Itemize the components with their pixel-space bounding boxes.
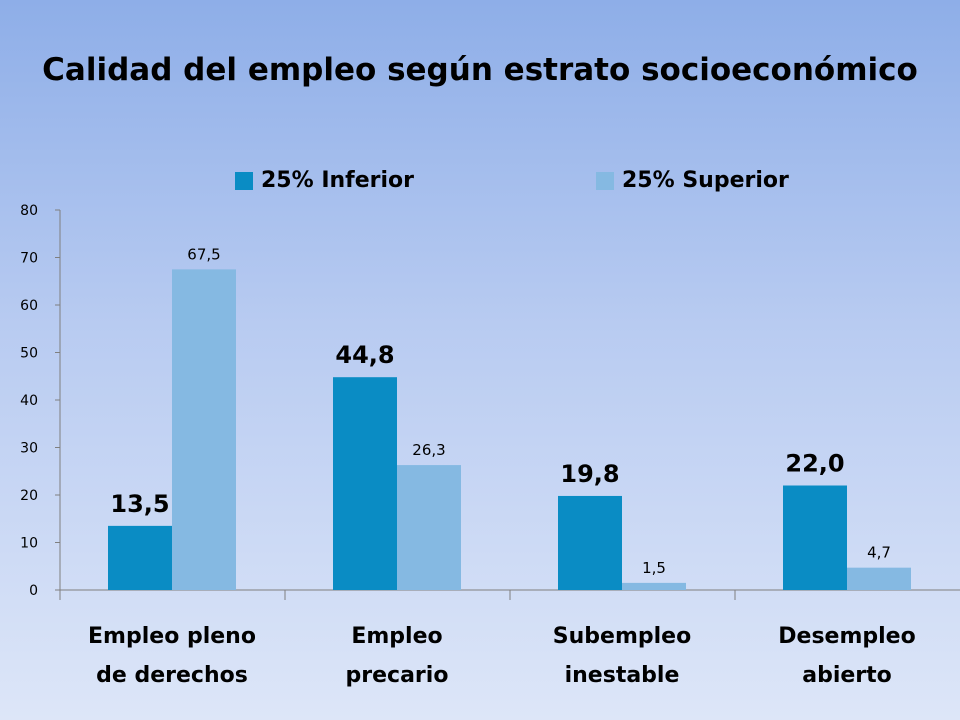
category-label-line: inestable — [564, 662, 680, 688]
category-label-4: Desempleo abierto — [737, 618, 957, 695]
data-label-superior: 1,5 — [642, 559, 666, 577]
data-label-superior: 26,3 — [412, 441, 445, 459]
data-label-superior: 4,7 — [867, 544, 891, 562]
y-tick-label: 0 — [29, 583, 38, 599]
bar-superior — [172, 269, 236, 590]
y-tick-label: 30 — [20, 441, 38, 457]
category-label-line: precario — [345, 662, 449, 688]
legend: 25% Inferior 25% Superior — [0, 168, 960, 198]
bar-superior — [847, 567, 911, 590]
category-label-line: abierto — [802, 662, 892, 688]
bar-inferior — [783, 485, 847, 590]
legend-item-inferior: 25% Inferior — [235, 168, 414, 193]
legend-swatch-inferior — [235, 171, 253, 190]
category-label-1: Empleo pleno de derechos — [62, 618, 282, 695]
y-tick-label: 10 — [20, 536, 38, 552]
chart-title: Calidad del empleo según estrato socioec… — [42, 52, 918, 88]
category-label-line: Empleo — [351, 624, 443, 649]
category-label-line: de derechos — [96, 662, 248, 688]
y-tick-label: 40 — [20, 393, 38, 409]
y-tick-label: 60 — [20, 298, 38, 314]
bar-superior — [622, 582, 686, 590]
category-label-line: Desempleo — [778, 624, 916, 649]
y-tick-label: 50 — [20, 346, 38, 362]
category-label-line: Subempleo — [552, 624, 692, 649]
legend-item-superior: 25% Superior — [596, 168, 789, 193]
y-tick-label: 70 — [20, 251, 38, 267]
data-label-inferior: 19,8 — [560, 460, 619, 488]
data-label-inferior: 44,8 — [335, 341, 394, 369]
y-tick-label: 20 — [20, 488, 38, 504]
category-label-2: Empleo precario — [287, 618, 507, 695]
category-label-line: Empleo pleno — [88, 624, 256, 649]
data-label-inferior: 22,0 — [785, 450, 844, 478]
bar-superior — [397, 465, 461, 590]
data-label-inferior: 13,5 — [110, 490, 169, 518]
legend-label-superior: 25% Superior — [622, 168, 789, 193]
category-label-3: Subempleo inestable — [512, 618, 732, 695]
bar-inferior — [558, 495, 622, 590]
bar-inferior — [333, 377, 397, 590]
y-tick-label: 80 — [20, 203, 38, 219]
data-label-superior: 67,5 — [187, 245, 220, 263]
legend-swatch-superior — [596, 171, 614, 190]
bar-inferior — [108, 525, 172, 590]
legend-label-inferior: 25% Inferior — [261, 168, 415, 193]
